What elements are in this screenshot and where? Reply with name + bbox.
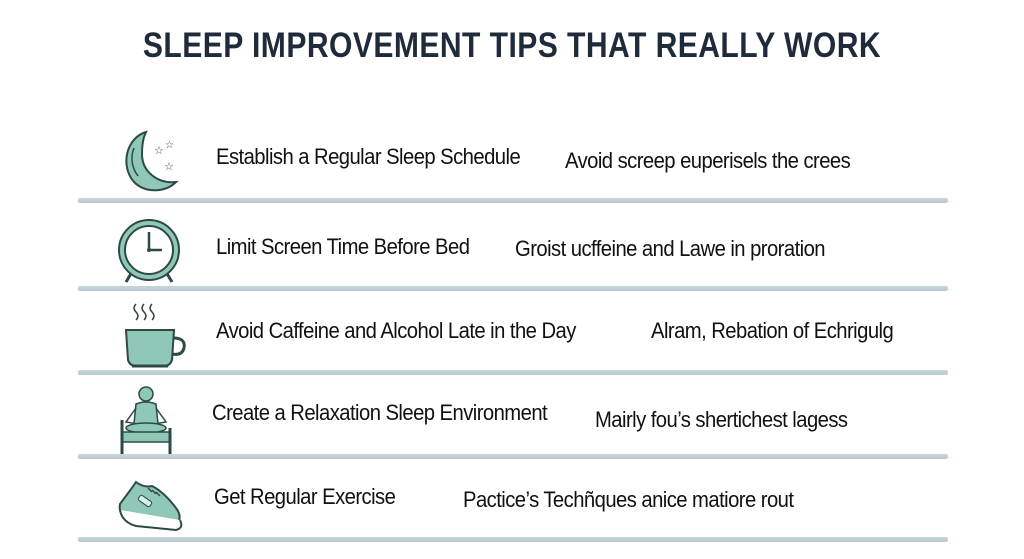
divider bbox=[78, 198, 948, 203]
svg-text:☆: ☆ bbox=[165, 140, 174, 151]
tip-title: Establish a Regular Sleep Schedule bbox=[216, 144, 521, 169]
tip-title: Limit Screen Time Before Bed bbox=[216, 234, 470, 259]
svg-text:☆: ☆ bbox=[164, 161, 174, 173]
divider bbox=[78, 370, 948, 375]
svg-text:☆: ☆ bbox=[154, 145, 164, 157]
tip-detail: Alram, Rebation of Echrigulg bbox=[651, 318, 894, 343]
divider bbox=[78, 454, 948, 459]
alarm-clock-icon bbox=[118, 219, 180, 283]
tip-row: Create a Relaxation Sleep Environment Ma… bbox=[0, 376, 1024, 462]
tip-detail: Groist ucffeine and Lawe in proration bbox=[515, 236, 826, 261]
tip-title: Get Regular Exercise bbox=[214, 484, 396, 509]
coffee-cup-icon bbox=[124, 303, 186, 368]
moon-stars-icon: ☆ ☆ ☆ bbox=[125, 130, 179, 192]
divider bbox=[78, 537, 948, 542]
tip-row: Get Regular Exercise Pactice’s Techñques… bbox=[0, 460, 1024, 546]
tip-row: Limit Screen Time Before Bed Groist ucff… bbox=[0, 206, 1024, 292]
tip-title: Avoid Caffeine and Alcohol Late in the D… bbox=[216, 318, 576, 343]
tip-row: ☆ ☆ ☆ Establish a Regular Sleep Schedule… bbox=[0, 118, 1024, 204]
sneaker-icon bbox=[118, 480, 183, 532]
page-title: SLEEP IMPROVEMENT TIPS THAT REALLY WORK bbox=[142, 26, 882, 65]
tip-detail: Pactice’s Techñques anice matiore rout bbox=[463, 487, 794, 512]
meditation-bed-icon bbox=[120, 386, 172, 454]
tip-detail: Avoid screep euperisels the crees bbox=[565, 148, 851, 173]
tip-row: Avoid Caffeine and Alcohol Late in the D… bbox=[0, 292, 1024, 378]
tip-detail: Mairly fou’s shertichest lagess bbox=[595, 407, 848, 432]
divider bbox=[78, 286, 948, 291]
tip-title: Create a Relaxation Sleep Environment bbox=[212, 400, 548, 425]
